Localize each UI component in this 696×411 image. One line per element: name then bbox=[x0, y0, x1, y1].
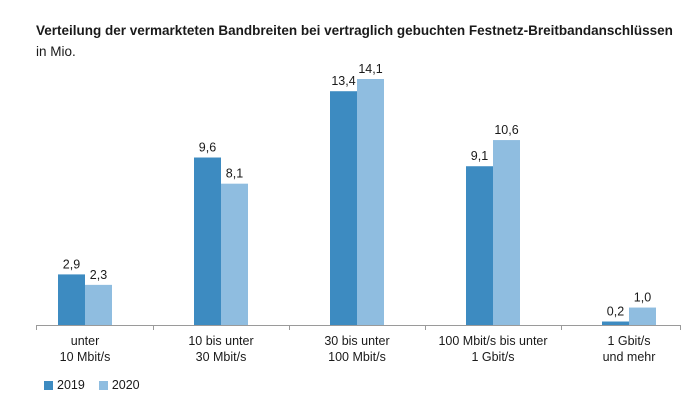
legend-swatch-2020 bbox=[98, 380, 108, 390]
bar-2019-0 bbox=[58, 274, 85, 325]
data-label-2020-2: 14,1 bbox=[358, 62, 382, 76]
category-label-0-0: unter bbox=[71, 334, 100, 348]
bar-2020-4 bbox=[629, 307, 656, 325]
category-label-2-0: 30 bis unter bbox=[324, 334, 389, 348]
legend: 2019 2020 bbox=[44, 378, 154, 392]
bar-2019-1 bbox=[194, 157, 221, 325]
bar-2020-1 bbox=[221, 183, 248, 325]
data-label-2019-2: 13,4 bbox=[331, 74, 355, 88]
category-label-1-0: 10 bis unter bbox=[188, 334, 253, 348]
bar-2019-2 bbox=[330, 91, 357, 325]
bar-2020-0 bbox=[85, 284, 112, 325]
data-label-2019-0: 2,9 bbox=[63, 257, 80, 271]
category-label-3-1: 1 Gbit/s bbox=[471, 350, 514, 364]
data-label-2019-3: 9,1 bbox=[471, 149, 488, 163]
data-label-2020-4: 1,0 bbox=[634, 291, 651, 305]
category-label-2-1: 100 Mbit/s bbox=[328, 350, 386, 364]
data-label-2019-4: 0,2 bbox=[607, 305, 624, 319]
data-label-2020-0: 2,3 bbox=[90, 268, 107, 282]
legend-swatch-2019 bbox=[44, 380, 53, 390]
data-label-2019-1: 9,6 bbox=[199, 141, 216, 155]
data-label-2020-3: 10,6 bbox=[494, 123, 518, 137]
legend-item-2019: 2019 bbox=[44, 378, 85, 392]
category-label-3-0: 100 Mbit/s bis unter bbox=[438, 334, 547, 348]
category-label-1-1: 30 Mbit/s bbox=[196, 350, 247, 364]
bar-2020-3 bbox=[493, 140, 520, 325]
legend-label-2020: 2020 bbox=[111, 378, 140, 392]
legend-label-2019: 2019 bbox=[57, 378, 85, 392]
bar-2019-4 bbox=[602, 321, 629, 325]
bar-2019-3 bbox=[466, 166, 493, 325]
legend-item-2020: 2020 bbox=[98, 378, 140, 392]
category-label-4-0: 1 Gbit/s bbox=[607, 334, 650, 348]
data-label-2020-1: 8,1 bbox=[226, 167, 243, 181]
chart-subtitle: in Mio. bbox=[36, 44, 76, 59]
chart-title: Verteilung der vermarkteten Bandbreiten … bbox=[36, 23, 673, 38]
category-label-4-1: und mehr bbox=[603, 350, 656, 364]
category-label-0-1: 10 Mbit/s bbox=[60, 350, 111, 364]
bar-2020-2 bbox=[357, 79, 384, 325]
